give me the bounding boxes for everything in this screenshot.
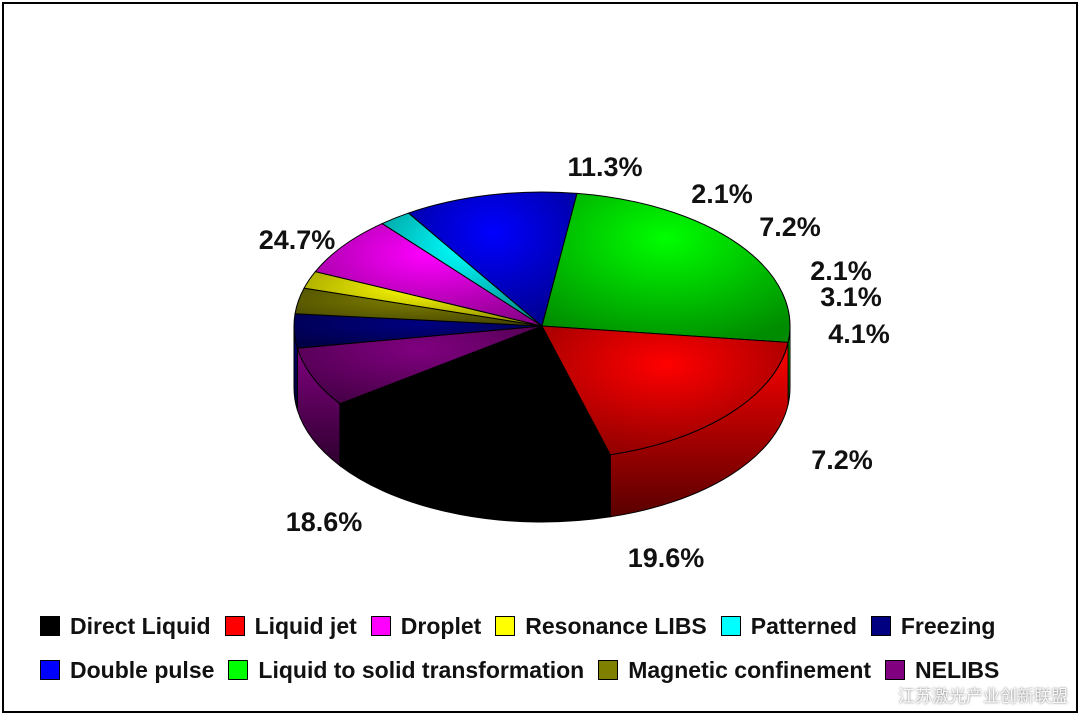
slice-direct-liquid [338,325,612,461]
legend-item-patterned: Patterned [720,612,857,640]
legend-label: Magnetic confinement [628,656,872,683]
legend-swatch [40,660,60,680]
legend: Direct Liquid Liquid jet Droplet Resonance … [40,604,1076,692]
legend-row: Direct Liquid Liquid jet Droplet Resonance … [40,604,1076,648]
legend-swatch [720,616,741,636]
legend-swatch [885,660,906,680]
slice-liquid-jet [541,325,789,456]
slice-nelibs [296,325,543,405]
slice-double-pulse [407,191,578,327]
value-label-resonance-libs: 2.1% [810,256,872,286]
legend-item-freezing: Freezing [870,612,996,640]
legend-label: NELIBS [915,656,1000,683]
legend-label: Liquid to solid transformation [258,656,585,683]
pie-value-labels: 19.6%7.2%4.1%3.1%2.1%7.2%2.1%11.3%24.7%1… [259,152,890,573]
value-label-liquid-jet: 18.6% [286,507,363,537]
value-label-liquid-to-solid-transformation: 24.7% [259,225,336,255]
value-label-nelibs: 7.2% [811,445,873,475]
legend-swatch [228,660,249,680]
legend-label: Liquid jet [254,612,357,639]
pie-top [293,191,791,461]
legend-item-droplet: Droplet [370,612,482,640]
watermark: 江苏激光产业创新联盟 [898,687,1068,707]
legend-row: Double pulse Liquid to solid transformati… [40,648,1076,692]
slice-droplet [314,222,543,327]
legend-item-magnetic-confinement: Magnetic confinement [598,657,871,684]
legend-item-resonance-libs: Resonance LIBS [495,613,707,640]
legend-swatch [870,616,891,636]
legend-label: Resonance LIBS [525,612,707,639]
legend-swatch [370,616,391,636]
legend-label: Patterned [750,612,857,639]
legend-item-nelibs: NELIBS [885,657,999,684]
pie-chart: 19.6%7.2%4.1%3.1%2.1%7.2%2.1%11.3%24.7%1… [259,152,890,573]
legend-label: Double pulse [70,656,215,683]
legend-label: Droplet [400,612,482,639]
slice-liquid-to-solid-transformation [541,192,791,343]
value-label-freezing: 4.1% [828,319,890,349]
legend-label: Freezing [900,612,996,639]
legend-item-double-pulse: Double pulse [40,657,214,684]
value-label-magnetic-confinement: 3.1% [820,282,882,312]
legend-swatch [495,616,516,636]
legend-swatch [598,660,619,680]
legend-swatch [40,616,60,636]
value-label-double-pulse: 11.3% [567,152,642,182]
value-label-direct-liquid: 19.6% [628,543,705,573]
legend-item-liquid-to-solid-transformation: Liquid to solid transformation [228,657,584,684]
legend-item-direct-liquid: Direct Liquid [40,613,211,640]
legend-label: Direct Liquid [70,612,211,639]
value-label-droplet: 7.2% [759,212,821,242]
legend-item-liquid-jet: Liquid jet [224,612,357,640]
value-label-patterned: 2.1% [691,179,753,209]
legend-swatch [224,616,245,636]
